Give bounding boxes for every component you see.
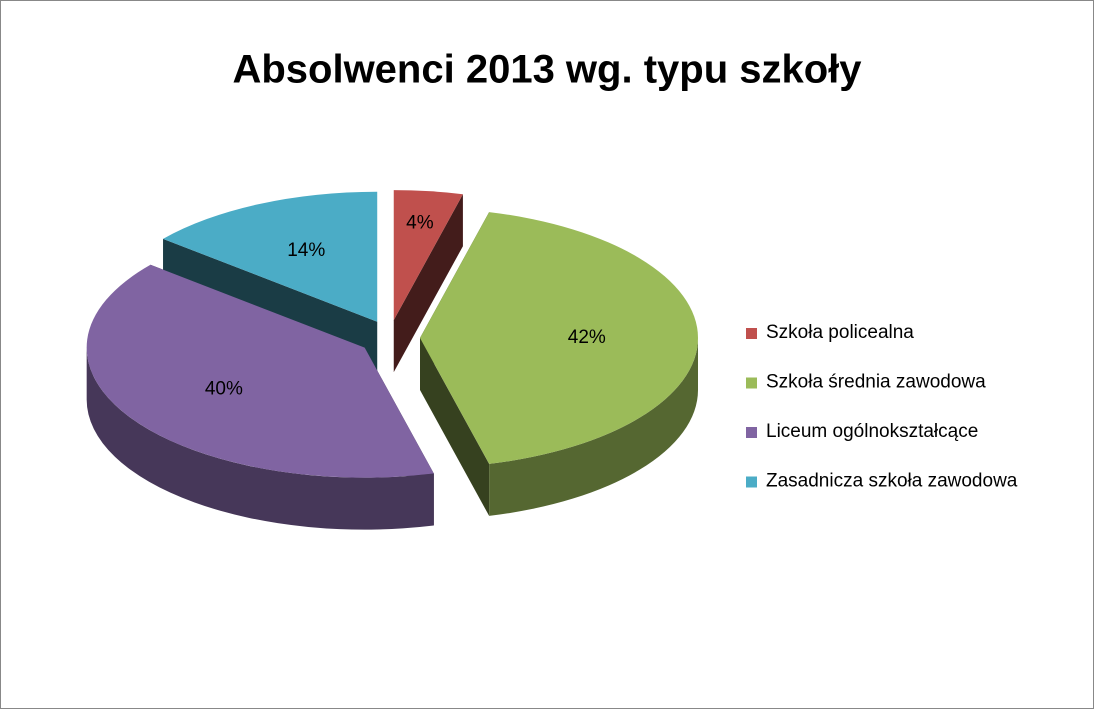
legend-label: Zasadnicza szkoła zawodowa	[766, 471, 1018, 492]
pie-slice-side	[420, 338, 490, 516]
pie-slice-wall	[86, 347, 434, 530]
pie-slice-side	[393, 194, 463, 373]
pie-slice	[420, 212, 698, 464]
legend-label: Liceum ogólnokształcące	[766, 421, 978, 442]
legend-swatch	[746, 427, 757, 438]
pie-tops	[86, 190, 698, 478]
data-label: 14%	[287, 240, 325, 261]
pie-slice	[163, 191, 378, 322]
chart-title: Absolwenci 2013 wg. typu szkoły	[232, 48, 862, 92]
legend-label: Szkoła policealna	[766, 322, 914, 343]
pie-slice-wall	[489, 338, 698, 516]
data-label: 42%	[568, 327, 606, 348]
legend-swatch	[746, 328, 757, 339]
legend-label: Szkoła średnia zawodowa	[766, 372, 986, 393]
pie-slice	[86, 264, 434, 478]
data-label: 40%	[205, 378, 243, 399]
pie-slice	[393, 190, 463, 321]
legend-swatch	[746, 476, 757, 488]
legend-swatch	[746, 377, 757, 389]
data-label: 4%	[406, 212, 434, 233]
